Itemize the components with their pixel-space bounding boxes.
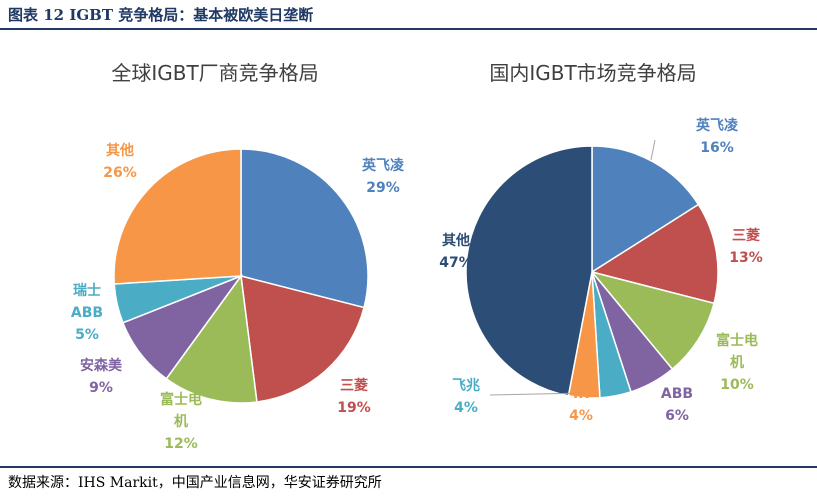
slice-label: 英飞凌 16% (695, 117, 739, 156)
slice-label: 三菱 13% (729, 227, 763, 266)
leader-line (650, 139, 656, 161)
slice-label: 瑞士 ABB 5% (71, 282, 103, 343)
pie-slice (591, 145, 700, 274)
slice-label: 富士电机 12% (160, 391, 202, 452)
pie-slice (590, 203, 719, 305)
pie-slice (113, 148, 242, 285)
slice-label: 安森美 9% (80, 357, 123, 396)
pie-slice (465, 145, 593, 397)
chart-title-domestic: 国内IGBT市场竞争格局 (489, 61, 696, 85)
pie-global: 英飞凌 29% 三菱 19% 富士电机 12% 安森美 9% 瑞士 ABB 5% 其他 26% (71, 142, 405, 452)
slice-label: ABB 6% (661, 386, 693, 424)
slice-label: 三菱 19% (337, 377, 371, 416)
chart-title-global: 全球IGBT厂商竞争格局 (111, 61, 318, 85)
leader-line (489, 392, 586, 396)
figure-title: 图表 12 IGBT 竞争格局：基本被欧美日垄断 (8, 6, 314, 24)
source-note: 数据来源：IHS Markit，中国产业信息网，华安证券研究所 (8, 475, 382, 491)
slice-label: 飞兆 4% (452, 378, 480, 416)
pie-slice (240, 148, 369, 309)
pie-slice (589, 270, 715, 371)
slice-label: 富士电机 10% (716, 332, 758, 393)
slice-label: 英飞凌 29% (361, 157, 405, 196)
pie-slice (165, 274, 258, 404)
pie-slice (240, 274, 365, 403)
bottom-rule (0, 466, 817, 468)
slice-label: 其他 26% (103, 142, 137, 181)
top-rule (0, 28, 817, 30)
slice-label: 其他 47% (439, 232, 473, 271)
pie-domestic: 英飞凌 16% 三菱 13% 富士电机 10% ABB 6% 飞兆 4% IR 4% 其他 47% (439, 117, 763, 424)
slice-label: IR 4% (569, 386, 593, 424)
